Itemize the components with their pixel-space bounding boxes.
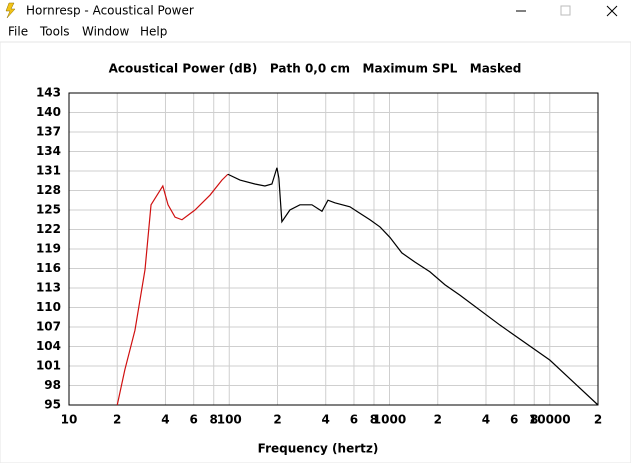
x-tick-label: 2 xyxy=(594,413,602,427)
x-tick-label: 1000 xyxy=(373,413,406,427)
window-title: Hornresp - Acoustical Power xyxy=(26,4,194,18)
y-tick-label: 116 xyxy=(36,261,61,275)
y-tick-label: 131 xyxy=(36,164,61,178)
y-tick-label: 119 xyxy=(36,242,61,256)
x-tick-label: 4 xyxy=(322,413,330,427)
y-tick-label: 134 xyxy=(36,144,61,158)
y-tick-label: 98 xyxy=(44,378,61,392)
curve xyxy=(227,167,599,406)
y-tick-label: 140 xyxy=(36,105,61,119)
y-tick-label: 95 xyxy=(44,398,61,412)
y-tick-label: 143 xyxy=(36,86,61,100)
y-tick-label: 137 xyxy=(36,125,61,139)
x-tick-label: 10 xyxy=(61,413,78,427)
x-axis-label: Frequency (hertz) xyxy=(258,442,379,456)
x-tick-label: 100 xyxy=(217,413,242,427)
x-tick-label: 2 xyxy=(113,413,121,427)
x-tick-label: 8 xyxy=(210,413,218,427)
x-tick-label: 2 xyxy=(273,413,281,427)
y-tick-label: 128 xyxy=(36,183,61,197)
x-tick-label: 10000 xyxy=(529,413,571,427)
y-tick-label: 122 xyxy=(36,222,61,236)
x-tick-label: 2 xyxy=(434,413,442,427)
x-tick-label: 6 xyxy=(350,413,358,427)
y-tick-label: 110 xyxy=(36,300,61,314)
y-tick-label: 113 xyxy=(36,281,61,295)
maximize-button[interactable] xyxy=(560,5,571,16)
menu-item[interactable]: Window xyxy=(82,25,130,39)
menu-item[interactable]: File xyxy=(8,25,28,39)
x-tick-label: 6 xyxy=(190,413,198,427)
x-tick-label: 8 xyxy=(370,413,378,427)
x-tick-label: 4 xyxy=(482,413,490,427)
app-icon xyxy=(5,2,16,19)
plot-border xyxy=(68,92,599,406)
close-button[interactable] xyxy=(606,5,618,17)
curve xyxy=(116,173,229,406)
y-tick-label: 101 xyxy=(36,359,61,373)
menu-item[interactable]: Tools xyxy=(39,25,70,39)
y-tick-label: 107 xyxy=(36,320,61,334)
x-tick-label: 8 xyxy=(530,413,538,427)
chart-title: Acoustical Power (dB) Path 0,0 cm Maximu… xyxy=(109,62,522,76)
x-tick-label: 4 xyxy=(161,413,169,427)
x-tick-label: 6 xyxy=(510,413,518,427)
y-tick-label: 125 xyxy=(36,203,61,217)
y-tick-label: 104 xyxy=(36,339,61,353)
menu-item[interactable]: Help xyxy=(140,25,167,39)
